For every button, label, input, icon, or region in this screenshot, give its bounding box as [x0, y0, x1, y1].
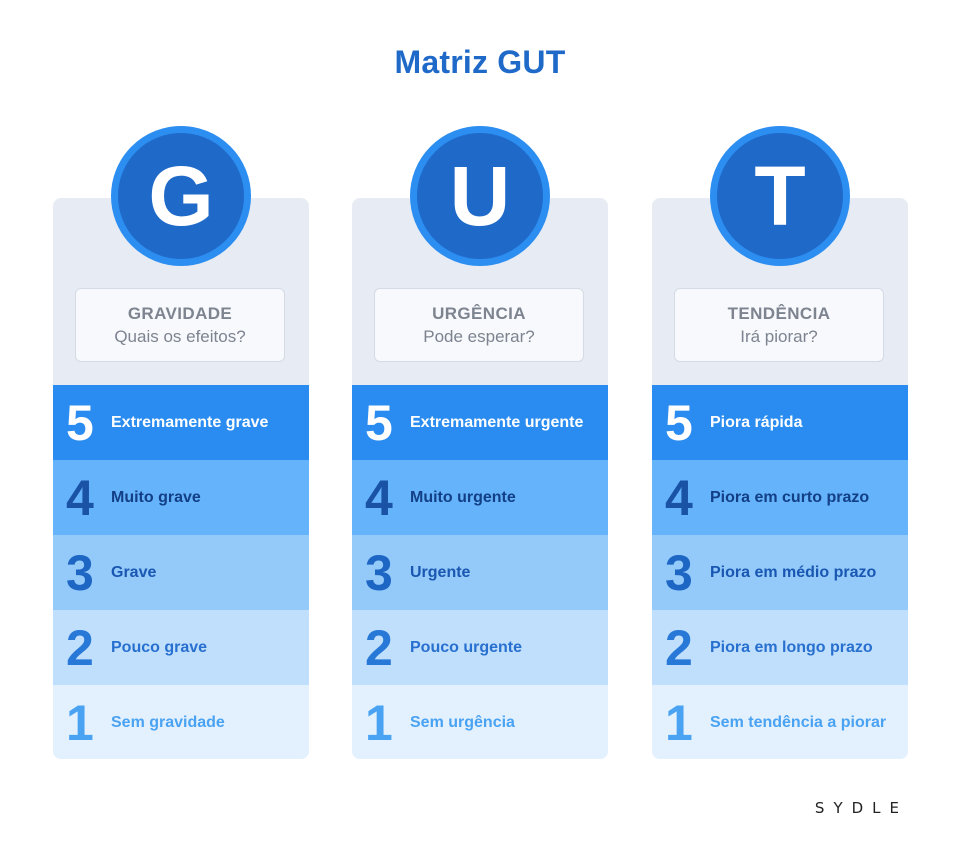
level-row-1: 1 Sem urgência	[352, 685, 608, 759]
level-row-2: 2 Pouco grave	[53, 610, 309, 685]
level-row-1: 1 Sem gravidade	[53, 685, 309, 759]
level-label: Extremamente urgente	[410, 413, 584, 431]
level-label: Piora rápida	[710, 413, 803, 431]
level-list: 5 Extremamente urgente 4 Muito urgente 3 Ur…	[352, 385, 608, 759]
column-urgencia: URGÊNCIA Pode esperar? 5 Extremamente urg…	[352, 198, 608, 759]
level-label: Muito grave	[111, 488, 201, 506]
brand-logo: SYDLE	[814, 799, 908, 817]
letter-badge-u: U	[410, 126, 550, 266]
level-row-5: 5 Extremamente urgente	[352, 385, 608, 460]
level-number: 4	[66, 469, 94, 526]
level-number: 3	[665, 544, 693, 601]
level-label: Piora em curto prazo	[710, 488, 870, 506]
level-number: 3	[66, 544, 94, 601]
level-row-3: 3 Piora em médio prazo	[652, 535, 908, 610]
level-label: Grave	[111, 563, 157, 581]
level-number: 2	[665, 619, 693, 676]
level-number: 1	[665, 694, 693, 751]
level-number: 5	[665, 394, 693, 451]
column-tendencia: TENDÊNCIA Irá piorar? 5 Piora rápida 4 Pio…	[652, 198, 908, 759]
column-question: Irá piorar?	[740, 327, 818, 346]
column-question: Pode esperar?	[423, 327, 535, 346]
level-list: 5 Piora rápida 4 Piora em curto prazo 3 Pio…	[652, 385, 908, 759]
level-row-2: 2 Piora em longo prazo	[652, 610, 908, 685]
level-number: 1	[365, 694, 393, 751]
page-title: Matriz GUT	[394, 44, 566, 80]
level-row-4: 4 Piora em curto prazo	[652, 460, 908, 535]
question-box: TENDÊNCIA Irá piorar?	[674, 288, 884, 362]
column-question: Quais os efeitos?	[114, 327, 246, 346]
level-list: 5 Extremamente grave 4 Muito grave 3 Grave …	[53, 385, 309, 759]
column-heading: GRAVIDADE	[127, 304, 233, 323]
level-row-3: 3 Grave	[53, 535, 309, 610]
level-row-1: 1 Sem tendência a piorar	[652, 685, 908, 759]
question-box: URGÊNCIA Pode esperar?	[374, 288, 584, 362]
level-label: Sem tendência a piorar	[710, 713, 887, 731]
question-box: GRAVIDADE Quais os efeitos?	[75, 288, 285, 362]
level-number: 3	[365, 544, 393, 601]
level-label: Urgente	[410, 563, 471, 581]
level-row-5: 5 Piora rápida	[652, 385, 908, 460]
level-row-5: 5 Extremamente grave	[53, 385, 309, 460]
level-label: Sem urgência	[410, 713, 515, 731]
level-number: 1	[66, 694, 94, 751]
level-label: Sem gravidade	[111, 713, 225, 731]
column-gravidade: GRAVIDADE Quais os efeitos? 5 Extremament…	[53, 198, 309, 759]
level-number: 5	[66, 394, 94, 451]
level-label: Extremamente grave	[111, 413, 269, 431]
level-number: 4	[365, 469, 393, 526]
level-label: Pouco grave	[111, 638, 208, 656]
level-row-2: 2 Pouco urgente	[352, 610, 608, 685]
level-number: 4	[665, 469, 693, 526]
level-label: Muito urgente	[410, 488, 516, 506]
level-number: 2	[365, 619, 393, 676]
letter-badge-g: G	[111, 126, 251, 266]
column-heading: URGÊNCIA	[432, 304, 526, 323]
level-label: Piora em médio prazo	[710, 563, 877, 581]
level-number: 5	[365, 394, 393, 451]
level-number: 2	[66, 619, 94, 676]
level-label: Piora em longo prazo	[710, 638, 873, 656]
level-row-4: 4 Muito grave	[53, 460, 309, 535]
column-heading: TENDÊNCIA	[727, 304, 831, 323]
level-label: Pouco urgente	[410, 638, 523, 656]
letter-badge-t: T	[710, 126, 850, 266]
level-row-3: 3 Urgente	[352, 535, 608, 610]
level-row-4: 4 Muito urgente	[352, 460, 608, 535]
